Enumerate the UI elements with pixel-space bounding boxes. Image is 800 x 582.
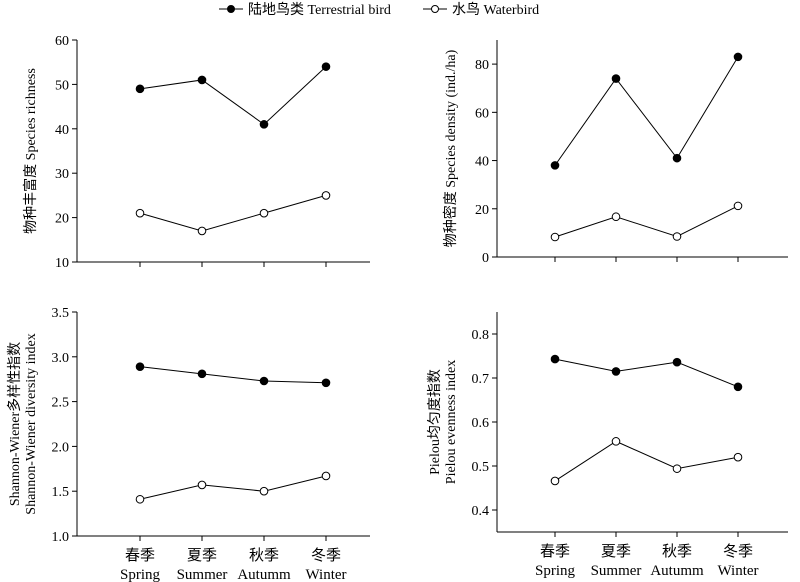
y-tick-label: 0.5 [472,460,490,475]
data-point-waterbird [672,232,682,241]
data-point-waterbird [611,212,621,222]
data-point-terrestrial [733,52,743,62]
chart-panel-2: 0 20 40 60 80 物种密度 Species density (ind./ha) [442,40,788,266]
y-tick-label: 3.0 [52,351,70,366]
data-point-terrestrial [259,120,269,129]
y-tick-label: 2.0 [52,440,70,455]
y-tick-label: 50 [55,78,69,93]
legend-terrestrial-label: 陆地鸟类 Terrestrial bird [248,2,391,18]
x-tick-label-en: Winter [717,563,758,579]
x-tick-label-en: Spring [535,563,576,579]
y-tick-label: 0.4 [472,504,490,519]
chart-panel-1: 10 20 30 40 50 60 物种丰富度 Species richness [22,34,370,271]
y-axis-label-line2: Pielou evenness index [444,360,459,484]
data-point-waterbird [135,494,145,504]
y-tick-label: 2.5 [52,396,70,411]
series-line-terrestrial [554,56,739,166]
data-point-waterbird [733,201,743,211]
x-tick-label-en: Autumm [650,563,704,579]
data-point-terrestrial [672,153,682,163]
y-tick-label: 30 [55,167,69,182]
data-point-waterbird [197,480,207,490]
data-point-terrestrial [550,161,560,170]
y-tick-label: 3.5 [52,306,70,321]
x-tick-label-en: Autumm [237,567,291,582]
series-line-waterbird [554,205,739,238]
data-point-terrestrial [733,382,743,392]
y-axis-label: 物种密度 Species density (ind./ha) [442,49,459,247]
data-point-terrestrial [611,367,621,376]
x-tick-label-zh: 秋季 [249,547,279,564]
data-point-terrestrial [611,74,621,83]
y-tick-label: 20 [55,212,69,227]
data-point-waterbird [550,476,560,486]
y-tick-label: 1.5 [52,485,70,500]
legend-terrestrial-marker [227,5,235,13]
data-point-waterbird [259,208,269,218]
data-point-terrestrial [672,357,682,367]
y-tick-label: 0.7 [472,372,490,387]
data-point-terrestrial [197,369,207,379]
data-point-waterbird [197,226,207,236]
chart-panel-3: 1.0 1.5 2.0 2.5 3.0 3.5 春季 Spring 夏季 Summer 秋季 Autu… [6,306,370,582]
data-point-terrestrial [259,376,269,386]
legend-waterbird-label: 水鸟 Waterbird [452,2,539,18]
y-tick-label: 0 [482,251,489,266]
y-tick-label: 60 [55,34,69,49]
data-point-terrestrial [135,84,145,94]
data-point-waterbird [321,471,331,481]
y-tick-label: 80 [475,58,489,73]
x-tick-label-zh: 春季 [125,547,155,564]
data-point-terrestrial [321,378,331,388]
y-tick-label: 40 [475,155,489,170]
data-point-waterbird [672,464,682,473]
data-point-terrestrial [550,354,560,364]
series-line-waterbird [139,475,327,500]
series-line-terrestrial [139,66,327,126]
x-tick-label-zh: 夏季 [601,543,631,560]
series-line-waterbird [139,194,327,232]
x-tick-label-zh: 冬季 [311,547,341,564]
data-point-terrestrial [197,75,207,85]
y-axis-label-line1: Pielou均匀度指数 [427,369,443,475]
x-tick-label-zh: 春季 [540,543,570,560]
x-tick-label-en: Spring [120,567,161,582]
series-line-terrestrial [554,358,739,388]
data-point-waterbird [259,486,269,496]
y-tick-label: 0.8 [472,328,490,343]
x-tick-label-en: Summer [177,567,228,582]
legend-waterbird-marker [431,5,439,13]
data-point-waterbird [611,437,621,446]
data-point-waterbird [733,452,743,462]
y-axis-label-line1: Shannon-Wiener多样性指数 [6,342,23,506]
x-tick-label-zh: 夏季 [187,547,217,564]
y-tick-label: 1.0 [52,530,70,545]
series-line-terrestrial [139,366,327,384]
y-axis-label-line2: Shannon-Wiener diversity index [24,333,39,514]
y-tick-label: 60 [475,106,489,121]
legend: 陆地鸟类 Terrestrial bird 水鸟 Waterbird [219,2,539,18]
data-point-terrestrial [135,362,145,371]
y-tick-label: 20 [475,203,489,218]
data-point-waterbird [321,191,331,200]
data-point-waterbird [135,208,145,218]
x-tick-label-en: Winter [305,567,346,582]
x-tick-label-zh: 秋季 [662,543,692,560]
x-tick-label-en: Summer [591,563,642,579]
data-point-waterbird [550,232,560,242]
y-axis-label: 物种丰富度 Species richness [22,68,39,234]
data-point-terrestrial [321,62,331,71]
x-tick-label-zh: 冬季 [723,543,753,560]
y-tick-label: 40 [55,123,69,138]
series-line-waterbird [554,440,739,482]
y-tick-label: 10 [55,256,69,271]
chart-panel-4: 0.4 0.5 0.6 0.7 0.8 春季 Spring 夏季 Summer 秋季 Autumm 冬… [427,312,788,579]
y-tick-label: 0.6 [472,416,490,431]
